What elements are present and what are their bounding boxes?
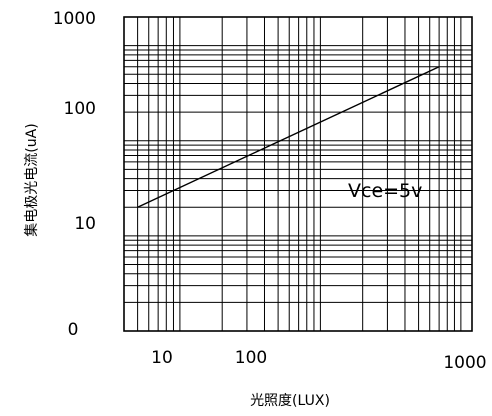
y-tick-label: 1000: [53, 9, 96, 29]
y-axis-label: 集电极光电流(uA): [23, 123, 40, 236]
condition-annotation: Vce=5v: [348, 180, 422, 202]
y-tick-label: 0: [68, 320, 79, 340]
x-tick-labels: 10 100 1000: [151, 348, 486, 373]
series-line: [137, 66, 440, 208]
y-tick-label: 100: [64, 99, 96, 119]
plot-frame: [123, 16, 473, 332]
x-tick-label: 1000: [443, 353, 486, 373]
x-axis-label: 光照度(LUX): [250, 393, 330, 409]
x-tick-label: 100: [235, 348, 267, 368]
series-group: [137, 66, 440, 208]
y-tick-label: 10: [74, 214, 96, 234]
grid-lines: [124, 17, 472, 331]
y-tick-labels: 1000 100 10 0: [53, 9, 96, 340]
x-tick-label: 10: [151, 348, 173, 368]
